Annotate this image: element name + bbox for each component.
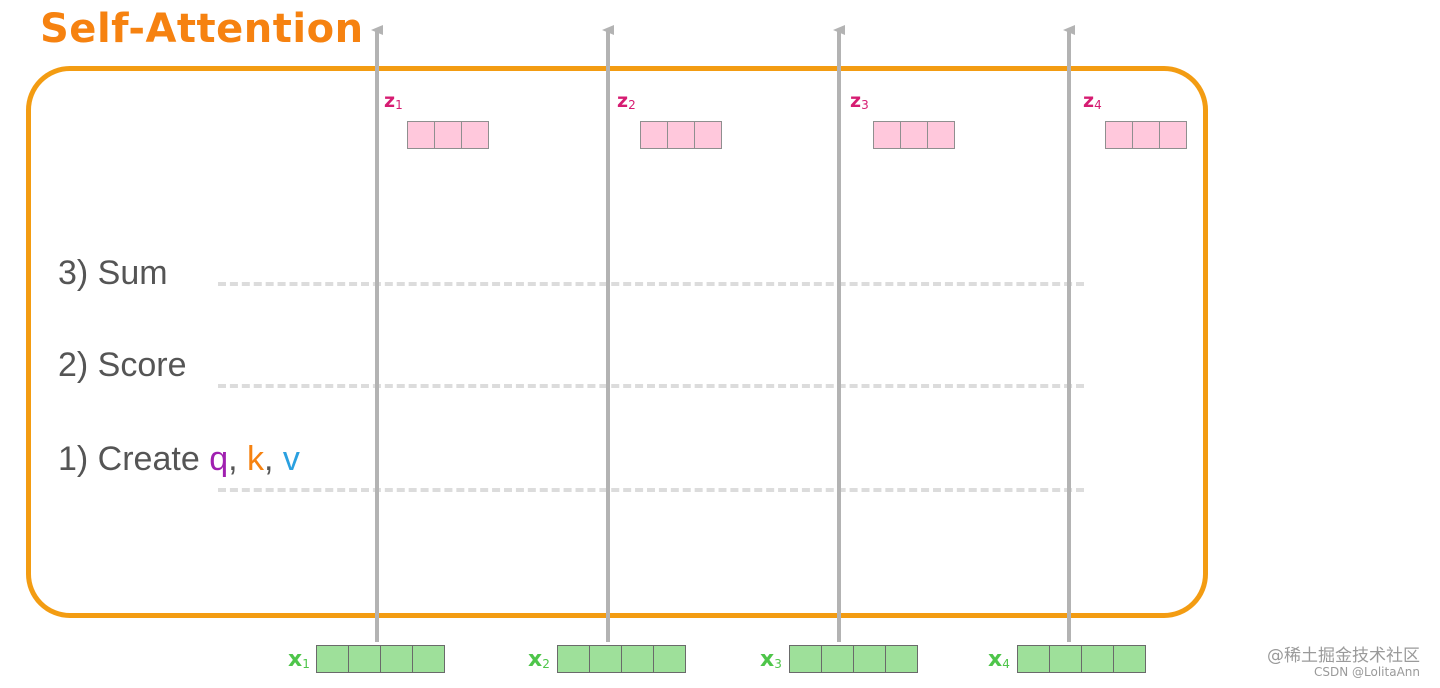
z-label-3: z3 xyxy=(850,90,869,112)
step-create-separator: , xyxy=(264,440,283,478)
x-label-4: x4 xyxy=(988,647,1010,672)
x-label-1: x1 xyxy=(288,647,310,672)
step-create-separator: , xyxy=(228,440,248,478)
k-letter: k xyxy=(247,440,265,478)
watermark: @稀土掘金技术社区 CSDN @LolitaAnn xyxy=(1267,646,1420,679)
diagram-title: Self-Attention xyxy=(40,6,364,52)
z-vector-2 xyxy=(640,121,722,149)
watermark-line-1: @稀土掘金技术社区 xyxy=(1267,646,1420,666)
x-vector-4 xyxy=(1017,645,1146,673)
step-sum-label: 3) Sum xyxy=(58,254,168,292)
step-score-label: 2) Score xyxy=(58,346,187,384)
v-letter: v xyxy=(282,440,300,478)
q-letter: q xyxy=(209,440,229,478)
x-label-2: x2 xyxy=(528,647,550,672)
z-label-2: z2 xyxy=(617,90,636,112)
score-divider xyxy=(218,384,1084,388)
watermark-line-2: CSDN @LolitaAnn xyxy=(1314,664,1420,679)
step-create-prefix: 1) Create xyxy=(58,440,210,478)
create-divider xyxy=(218,488,1084,492)
z-label-1: z1 xyxy=(384,90,403,112)
z-vector-1 xyxy=(407,121,489,149)
self-attention-frame xyxy=(26,66,1208,618)
x-vector-1 xyxy=(316,645,445,673)
step-create-label: 1) Create q, k, v xyxy=(58,440,300,479)
x-label-3: x3 xyxy=(760,647,782,672)
x-vector-3 xyxy=(789,645,918,673)
sum-divider xyxy=(218,282,1084,286)
z-vector-3 xyxy=(873,121,955,149)
z-label-4: z4 xyxy=(1083,90,1102,112)
x-vector-2 xyxy=(557,645,686,673)
z-vector-4 xyxy=(1105,121,1187,149)
